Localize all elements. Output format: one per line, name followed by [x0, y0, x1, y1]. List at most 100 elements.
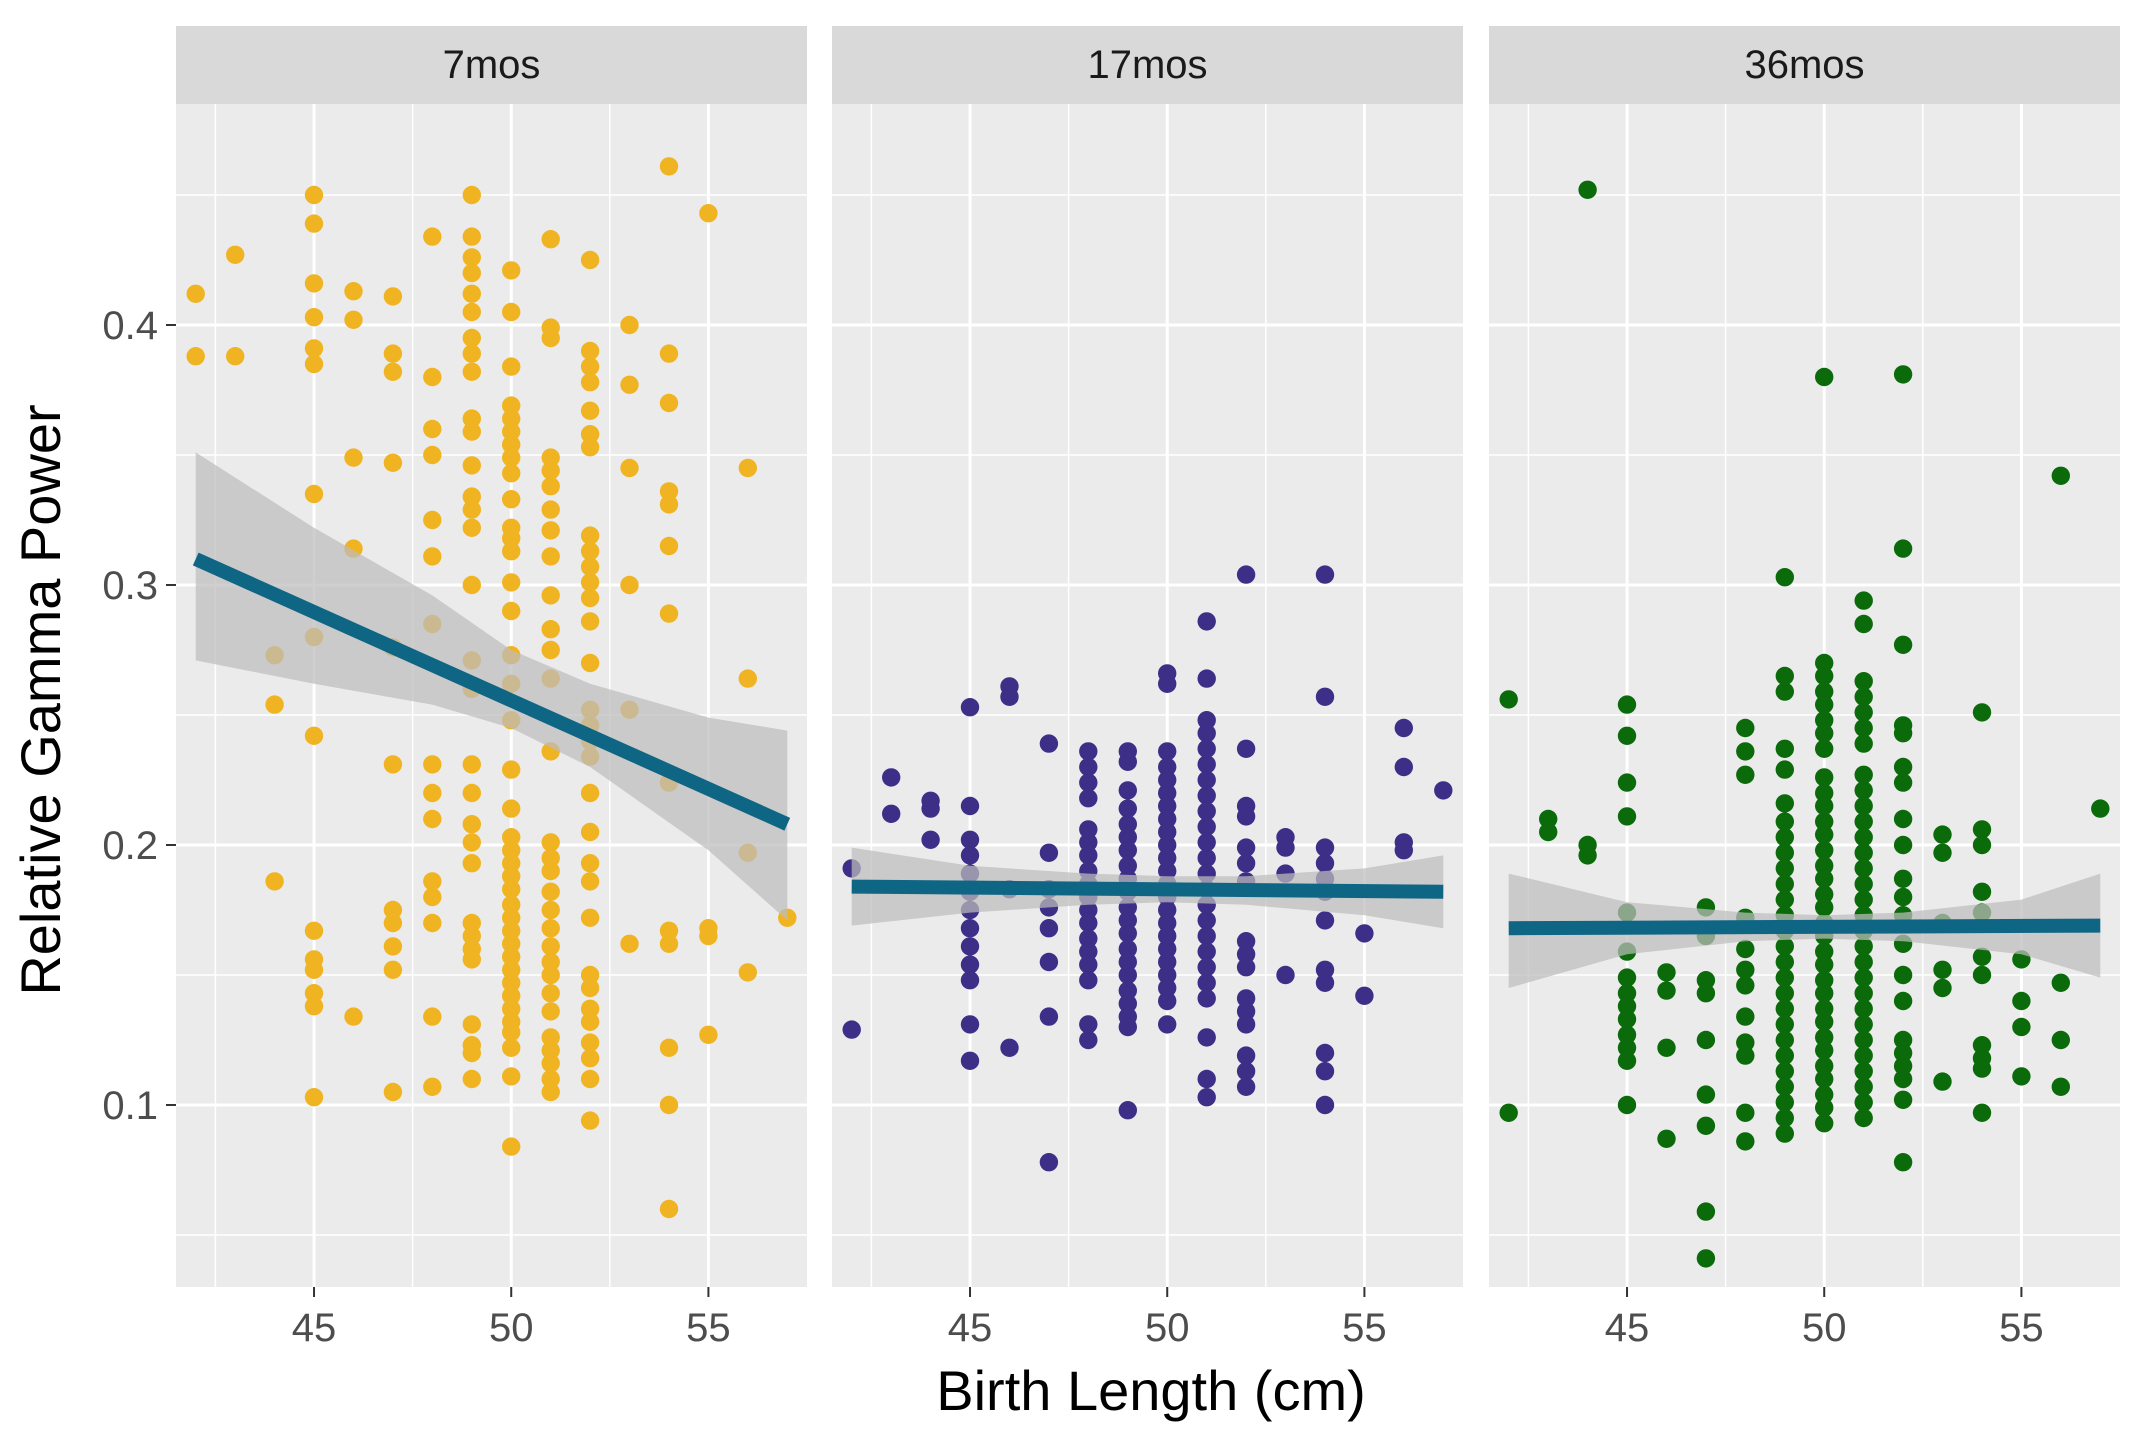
data-point [842, 1020, 861, 1039]
data-point [1736, 1046, 1755, 1065]
data-point [1434, 781, 1453, 800]
data-point [1815, 796, 1834, 816]
data-point [580, 978, 600, 998]
data-point [344, 1007, 363, 1026]
data-point [580, 999, 600, 1018]
data-point [462, 1069, 481, 1089]
data-point [1158, 770, 1177, 790]
data-point [580, 653, 600, 673]
data-point [1933, 960, 1952, 979]
data-point [1854, 812, 1873, 831]
data-point [1854, 672, 1873, 691]
data-point [580, 341, 600, 361]
data-point [1775, 568, 1795, 587]
data-point [699, 1025, 718, 1045]
data-point [1736, 976, 1755, 995]
data-point [1736, 1033, 1755, 1052]
data-point [462, 1015, 481, 1034]
data-point [1815, 695, 1834, 714]
data-point [383, 1082, 403, 1102]
data-point [1854, 718, 1873, 738]
data-point [1696, 1249, 1716, 1268]
data-point [502, 973, 521, 992]
data-point [541, 1054, 560, 1073]
data-point [1933, 1072, 1952, 1091]
regression-line [851, 879, 1444, 899]
data-point [1158, 783, 1177, 803]
data-point [1197, 802, 1216, 821]
data-point [620, 375, 639, 394]
data-point [580, 250, 600, 270]
data-point [1158, 848, 1177, 868]
data-point [1315, 1095, 1335, 1115]
data-point [960, 937, 980, 956]
data-point [1815, 768, 1834, 787]
data-point [423, 445, 442, 465]
data-point [1775, 794, 1795, 813]
data-point [580, 1111, 600, 1130]
data-point [1315, 687, 1335, 706]
data-point [1617, 807, 1637, 826]
data-point [1197, 669, 1216, 688]
data-point [1236, 854, 1256, 873]
data-point [1355, 986, 1374, 1005]
data-point [1972, 965, 1992, 985]
data-point [1775, 1030, 1795, 1050]
data-point [502, 854, 521, 873]
data-point [1775, 859, 1795, 878]
data-point [1158, 796, 1177, 816]
data-point [462, 575, 481, 595]
data-point [659, 1095, 679, 1115]
data-point [423, 367, 442, 387]
data-point [541, 1028, 560, 1047]
data-point [1000, 1038, 1019, 1058]
data-point [738, 458, 757, 478]
data-point [1775, 828, 1795, 847]
data-point [1276, 965, 1295, 985]
data-point [1158, 939, 1177, 959]
data-point [1578, 846, 1597, 865]
data-point [580, 1033, 600, 1052]
data-point [1000, 687, 1019, 706]
data-point [423, 547, 442, 566]
data-point [1775, 682, 1795, 701]
data-point [502, 986, 521, 1005]
data-point [304, 308, 324, 327]
data-point [580, 965, 600, 985]
data-point [580, 401, 600, 420]
data-point [502, 357, 521, 376]
data-point [462, 456, 481, 475]
data-point [1854, 859, 1873, 878]
data-point [1197, 911, 1216, 930]
data-point [1539, 822, 1558, 842]
data-point [265, 872, 284, 891]
data-point [1039, 734, 1059, 753]
data-point [1815, 825, 1834, 844]
facet-strip [832, 26, 1463, 104]
data-point [1815, 367, 1834, 387]
data-point [580, 438, 600, 457]
data-point [304, 484, 324, 504]
facet-strip-label: 7mos [443, 43, 541, 87]
data-point [1775, 739, 1795, 758]
data-point [1893, 773, 1913, 792]
data-point [1972, 882, 1992, 901]
data-point [502, 490, 521, 509]
data-point [1236, 945, 1256, 964]
data-point [502, 448, 521, 467]
data-point [541, 1041, 560, 1060]
data-point [541, 900, 560, 920]
data-point [1079, 757, 1098, 777]
data-point [1736, 718, 1755, 738]
data-point [1617, 984, 1637, 1003]
data-point [1079, 929, 1098, 948]
data-point [1079, 900, 1098, 920]
data-point [882, 768, 901, 787]
data-point [383, 900, 403, 920]
data-point [1236, 1046, 1256, 1065]
data-point [304, 185, 324, 205]
data-point [462, 926, 481, 946]
data-point [502, 921, 521, 940]
data-point [1158, 861, 1177, 881]
data-point [1775, 1046, 1795, 1065]
